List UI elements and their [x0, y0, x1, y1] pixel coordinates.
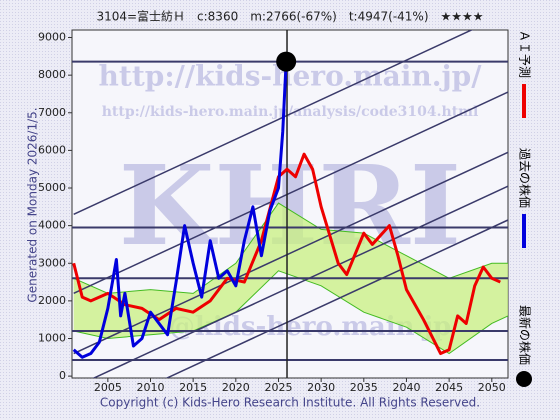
trend-line	[73, 91, 508, 295]
axes: 0 1000 2000 3000 4000 5000 6000 7000 8000 9000 200…	[38, 31, 506, 394]
legend-swatch	[516, 371, 532, 388]
y-tick-label: 5000	[38, 181, 66, 194]
x-tick-label: 2035	[350, 381, 378, 394]
series-line	[72, 61, 288, 359]
x-tick-label: 2020	[222, 381, 250, 394]
watermark: http://kids-hero.main.jp/analysis/code31…	[102, 104, 479, 120]
y-tick-label: 6000	[38, 143, 66, 156]
y-tick-label: 2000	[38, 294, 66, 307]
trend-line	[165, 219, 508, 378]
trend-line	[73, 30, 474, 216]
chart-title: 3104=富士紡Ｈ c:8360 m:2766(-67%) t:4947(-41…	[96, 9, 483, 24]
forecast-band	[73, 203, 508, 354]
footer: Copyright (c) Kids-Hero Research Institu…	[100, 396, 480, 410]
y-tick-label: 9000	[38, 31, 66, 44]
plot: http://kids-hero.main.jp/http://kids-her…	[72, 30, 508, 378]
legend-label: 最新の株価	[518, 305, 533, 365]
trend-line	[73, 151, 508, 355]
legend-label: 過去の株価	[518, 148, 533, 208]
x-tick-label: 2030	[307, 381, 335, 394]
x-tick-label: 2005	[94, 381, 122, 394]
x-tick-label: 2050	[478, 381, 506, 394]
x-tick-label: 2015	[179, 381, 207, 394]
x-tick-label: 2025	[264, 381, 292, 394]
y-tick-label: 1000	[38, 331, 66, 344]
y-tick-label: 4000	[38, 219, 66, 232]
trend-line	[92, 185, 508, 378]
x-tick-label: 2010	[136, 381, 164, 394]
x-tick-label: 2040	[392, 381, 420, 394]
y-tick-label: 8000	[38, 68, 66, 81]
y-tick-label: 0	[59, 369, 66, 382]
y-tick-label: 7000	[38, 106, 66, 119]
latest-point	[276, 51, 297, 72]
x-tick-label: 2045	[435, 381, 463, 394]
band-edge	[73, 202, 508, 294]
side-label: Generated on Monday 2026/1/5.	[26, 107, 40, 302]
y-tick-label: 3000	[38, 256, 66, 269]
legend-label: ＡＩ予測	[518, 30, 532, 78]
